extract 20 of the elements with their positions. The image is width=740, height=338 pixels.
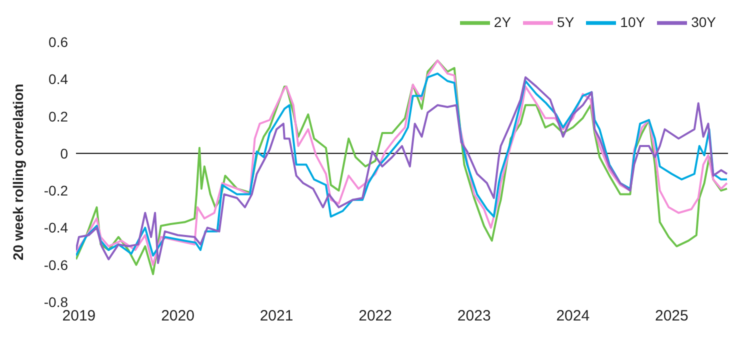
y-tick-label: -0.2 (44, 182, 68, 199)
legend-label: 2Y (494, 14, 512, 30)
legend-label: 10Y (620, 14, 646, 30)
x-tick-label: 2023 (457, 308, 491, 325)
y-axis-title: 20 week rolling correlation (10, 84, 26, 260)
x-tick-label: 2024 (556, 308, 590, 325)
x-tick-label: 2020 (161, 308, 194, 325)
x-tick-label: 2022 (358, 308, 392, 325)
x-tick-label: 2021 (260, 308, 294, 325)
y-tick-label: 0 (60, 145, 68, 162)
x-tick-label: 2019 (62, 308, 96, 325)
y-tick-label: -0.6 (44, 256, 68, 273)
legend-label: 30Y (691, 14, 716, 30)
y-tick-label: -0.8 (44, 294, 68, 310)
legend-label: 5Y (557, 14, 574, 30)
y-tick-label: -0.4 (44, 220, 68, 236)
x-tick-label: 2025 (655, 308, 688, 325)
y-tick-label: 0.2 (48, 108, 68, 124)
y-tick-label: 0.4 (48, 71, 68, 88)
y-tick-label: 0.6 (48, 34, 68, 50)
